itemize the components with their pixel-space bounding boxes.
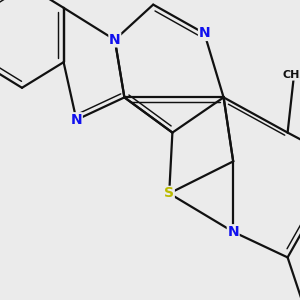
Text: N: N [227, 225, 239, 239]
Text: N: N [109, 33, 121, 47]
Text: S: S [164, 186, 174, 200]
Text: N: N [70, 113, 82, 127]
Text: N: N [199, 26, 210, 40]
Text: CH₃: CH₃ [283, 70, 300, 80]
